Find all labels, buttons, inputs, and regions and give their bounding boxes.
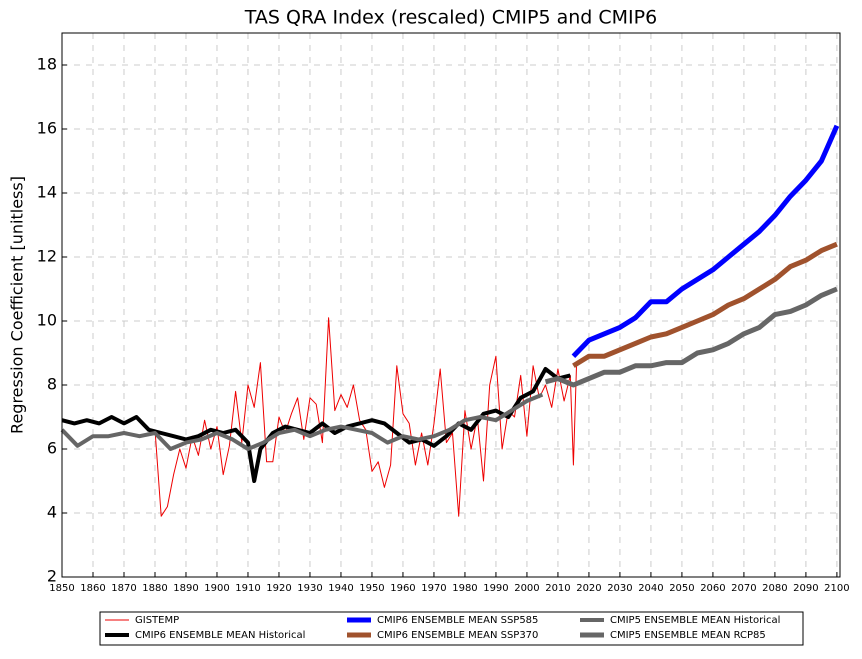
legend-label: CMIP5 ENSEMBLE MEAN Historical bbox=[610, 615, 780, 626]
y-tick-label: 4 bbox=[47, 503, 57, 522]
legend-label: CMIP6 ENSEMBLE MEAN Historical bbox=[135, 630, 305, 641]
x-tick-label: 2050 bbox=[669, 583, 694, 594]
plot-frame bbox=[61, 32, 841, 578]
series-line bbox=[61, 367, 571, 483]
x-tick-label: 1970 bbox=[421, 583, 446, 594]
legend-label: GISTEMP bbox=[135, 615, 179, 626]
x-tick-label: 2030 bbox=[607, 583, 632, 594]
x-tick-label: 1860 bbox=[80, 583, 105, 594]
x-tick-label: 1880 bbox=[142, 583, 167, 594]
x-tick-label: 1850 bbox=[49, 583, 74, 594]
x-tick-label: 1930 bbox=[297, 583, 322, 594]
y-tick-label: 18 bbox=[37, 55, 57, 74]
x-tick-label: 2100 bbox=[824, 583, 849, 594]
x-tick-label: 1950 bbox=[359, 583, 384, 594]
x-tick-label: 1940 bbox=[328, 583, 353, 594]
legend-box bbox=[99, 611, 804, 646]
x-tick-label: 1990 bbox=[483, 583, 508, 594]
y-tick-label: 12 bbox=[37, 247, 57, 266]
x-tick-label: 1920 bbox=[266, 583, 291, 594]
x-tick-label: 2020 bbox=[576, 583, 601, 594]
y-tick-label: 16 bbox=[37, 119, 57, 138]
x-tick-label: 2040 bbox=[638, 583, 663, 594]
plot-lines bbox=[60, 124, 840, 517]
legend-label: CMIP6 ENSEMBLE MEAN SSP585 bbox=[377, 615, 538, 626]
y-tick-label: 10 bbox=[37, 311, 57, 330]
x-tick-label: 2060 bbox=[700, 583, 725, 594]
x-tick-label: 1960 bbox=[390, 583, 415, 594]
x-tick-label: 2070 bbox=[731, 583, 756, 594]
chart-title: TAS QRA Index (rescaled) CMIP5 and CMIP6 bbox=[244, 7, 657, 29]
y-tick-label: 6 bbox=[47, 439, 57, 458]
x-tick-label: 2080 bbox=[762, 583, 787, 594]
x-tick-label: 1870 bbox=[111, 583, 136, 594]
x-tick-label: 2000 bbox=[514, 583, 539, 594]
y-tick-label: 14 bbox=[37, 183, 57, 202]
y-tick-label: 8 bbox=[47, 375, 57, 394]
ticks: 2 4 6 8 10 12 14 16 18 1850 1860 1870 1880 1890 1900 19… bbox=[37, 55, 850, 595]
series-line bbox=[571, 124, 840, 358]
grid bbox=[61, 33, 840, 578]
legend-label: CMIP5 ENSEMBLE MEAN RCP85 bbox=[610, 630, 766, 641]
x-tick-label: 1980 bbox=[452, 583, 477, 594]
y-axis-label: Regression Coefficient [unitless] bbox=[8, 176, 27, 434]
x-tick-label: 1910 bbox=[235, 583, 260, 594]
legend-label: CMIP6 ENSEMBLE MEAN SSP370 bbox=[377, 630, 538, 641]
x-tick-label: 1890 bbox=[173, 583, 198, 594]
y-tick-label: 2 bbox=[47, 567, 57, 586]
x-tick-label: 2090 bbox=[793, 583, 818, 594]
series-line bbox=[60, 392, 544, 451]
x-tick-label: 2010 bbox=[545, 583, 570, 594]
series-line bbox=[544, 286, 838, 388]
x-tick-label: 1900 bbox=[204, 583, 229, 594]
legend: GISTEMP CMIP6 ENSEMBLE MEAN Historical CMI… bbox=[105, 615, 780, 641]
series-line bbox=[572, 241, 838, 368]
